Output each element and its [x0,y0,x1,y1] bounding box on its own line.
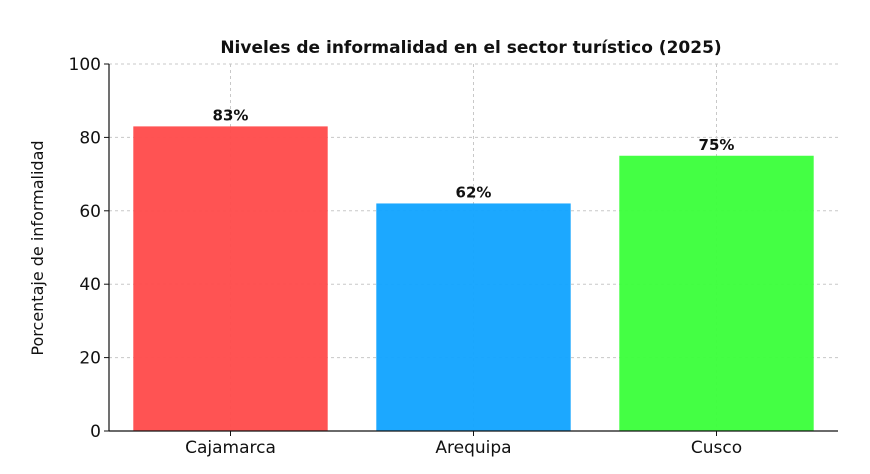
y-tick-label: 80 [79,128,101,148]
y-tick-label: 20 [79,349,101,369]
bar-cusco [619,155,814,431]
y-tick-label: 60 [79,202,101,222]
data-label: 62% [456,183,492,201]
x-tick-label: Cusco [691,438,742,458]
chart-title: Niveles de informalidad en el sector tur… [220,38,721,58]
y-tick-label: 0 [90,422,101,442]
y-tick-label: 100 [69,55,101,75]
bars [133,126,814,431]
x-tick-label: Arequipa [435,438,511,458]
data-label: 75% [699,136,735,154]
y-axis-label: Porcentaje de informalidad [28,140,47,355]
y-tick-label: 40 [79,275,101,295]
axes [104,63,838,436]
bar-arequipa [376,203,571,431]
x-tick-label: Cajamarca [185,438,276,458]
bar-cajamarca [133,126,328,431]
data-label: 83% [213,106,249,124]
labels: 0 20 40 60 80 100 Cajamarca 83% Arequipa 62% Cusco… [69,55,743,458]
